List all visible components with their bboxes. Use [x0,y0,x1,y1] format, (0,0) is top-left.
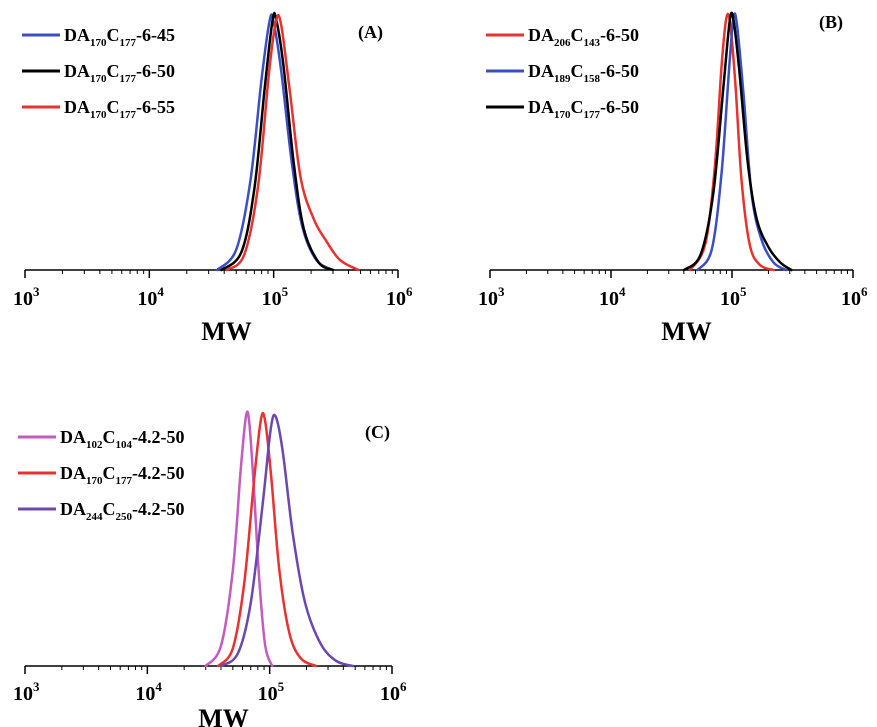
chart-panel-1: 103 104 105 106MW(A)DA170C177-6-45DA170C177… [13,11,413,346]
legend-entry: DA244C250-4.2-50 [60,499,185,523]
x-tick-label: 103 [478,284,505,310]
x-tick-label: 104 [137,284,164,310]
legend-entry: DA170C177-6-50 [528,97,639,121]
legend-entry: DA206C143-6-50 [528,25,639,49]
series-line-1 [215,13,335,272]
x-tick-label: 105 [262,284,289,310]
x-axis-title: MW [201,317,252,346]
legend-entry: DA170C177-6-50 [64,61,175,85]
series-line-3 [682,11,793,272]
panel-label: (B) [819,12,843,33]
panel-label: (C) [365,422,390,443]
legend: DA102C104-4.2-50 DA170C177-4.2-50 DA244C25… [18,427,185,523]
x-tick-label: 103 [13,679,40,705]
series-line-2 [696,12,788,272]
legend: DA170C177-6-45 DA170C177-6-50 DA170C177-6-… [22,25,175,121]
series-line-3 [219,413,355,668]
series-line-2 [217,411,318,668]
chart-panel-3: 103 104 105 106 MW (C) DA102C104-4.2-50 DA170C1… [13,410,407,727]
x-tick-label: 105 [720,284,747,310]
legend-entry: DA170C177-4.2-50 [60,463,185,487]
x-tick-label: 103 [13,284,40,310]
x-tick-label: 104 [135,679,162,705]
legend: DA206C143-6-50 DA189C158-6-50 DA170C177-6-… [486,25,639,121]
x-axis-title: MW [661,317,712,346]
x-tick-label: 104 [599,284,626,310]
x-tick-label: 106 [841,284,868,310]
legend-entry: DA189C158-6-50 [528,61,639,85]
series-line-3 [225,13,360,272]
x-tick-label: 106 [380,679,407,705]
legend-entry: DA170C177-6-45 [64,25,175,49]
x-tick-label: 106 [386,284,413,310]
panel-label: (A) [358,22,383,43]
series-line-2 [220,11,335,272]
chart-panel-2: 103 104 105 106 MW (B) DA206C143-6-50 DA189C158… [478,11,868,346]
series-line-1 [204,410,274,668]
legend-entry: DA102C104-4.2-50 [60,427,185,451]
x-axis-title: MW [198,704,249,727]
x-tick-label: 105 [258,679,285,705]
legend-entry: DA170C177-6-55 [64,97,175,121]
